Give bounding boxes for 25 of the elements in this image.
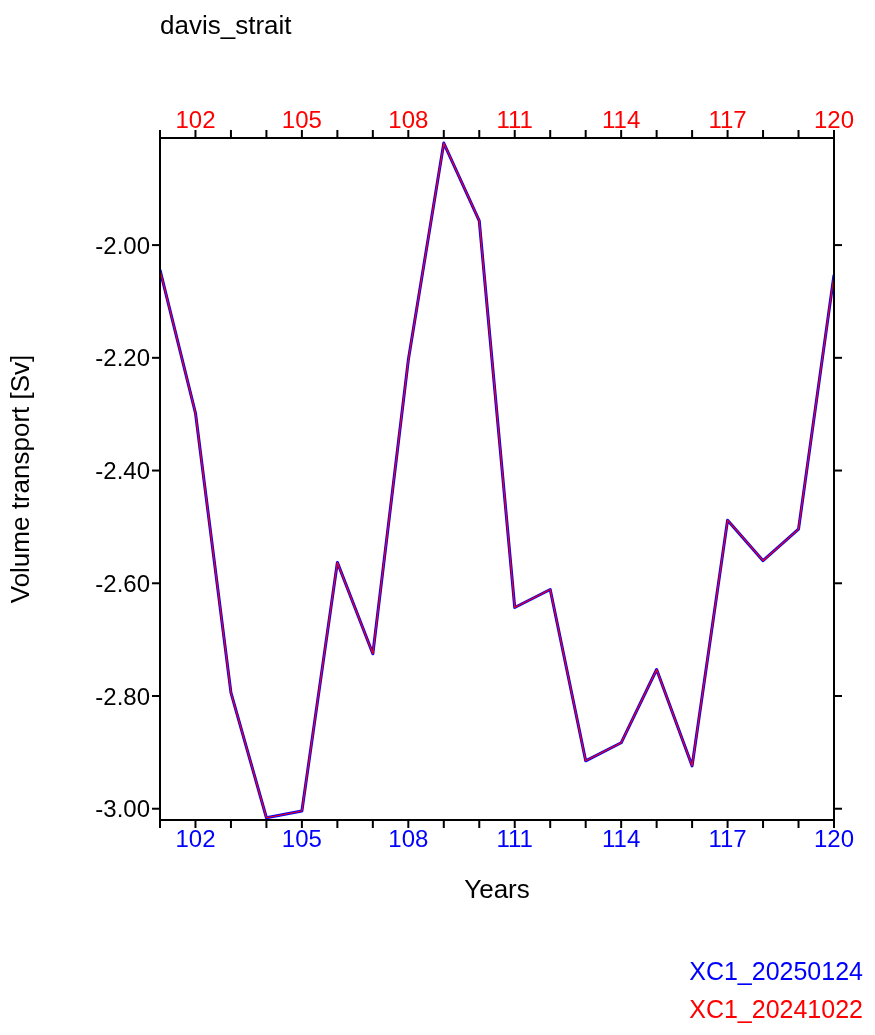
x-tick-label: 120 [813, 106, 855, 133]
x2-tick-label: 105 [281, 825, 322, 853]
x2-tick-label: 108 [388, 825, 429, 853]
x2-tick-label: 102 [175, 825, 216, 853]
text: XC1_20241022 [689, 994, 863, 1025]
y-axis-title: Volume transport [Sv] [5, 354, 36, 604]
x-tick-label: 117 [708, 106, 747, 133]
x2-tick-label: 117 [708, 825, 747, 853]
x2-tick-label: 111 [496, 825, 533, 853]
chart-title: davis_strait [160, 10, 292, 41]
y-tick-label: -2.20 [95, 344, 150, 372]
x-tick-label: 108 [388, 106, 429, 133]
x-axis-title: Years [464, 874, 530, 904]
y-tick-label: -2.80 [95, 682, 150, 710]
x-tick-label: 105 [281, 106, 322, 133]
y-tick-label: -3.00 [95, 795, 150, 823]
y-tick-label: -2.60 [95, 569, 150, 597]
x2-tick-label: 120 [813, 825, 855, 853]
y-tick-label: -2.40 [95, 457, 150, 485]
x-tick-label: 111 [496, 106, 533, 133]
x-tick-label: 114 [602, 106, 641, 133]
x-tick-label: 102 [175, 106, 216, 133]
x2-tick-label: 114 [602, 825, 641, 853]
y-tick-label: -2.00 [95, 231, 150, 259]
text: XC1_20250124 [689, 956, 863, 987]
